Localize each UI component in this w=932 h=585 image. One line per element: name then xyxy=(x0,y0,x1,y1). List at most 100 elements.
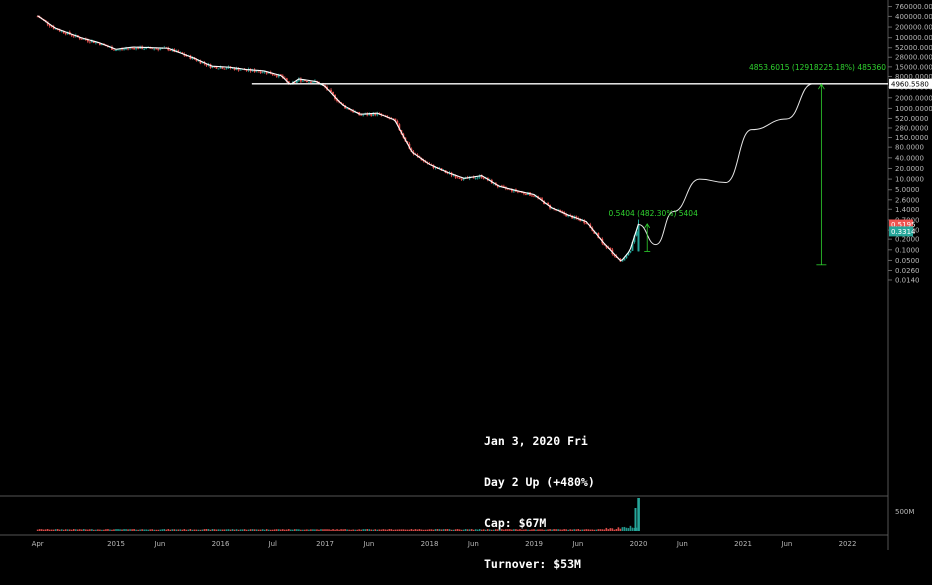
x-tick-label: 2021 xyxy=(734,540,752,548)
candle-body xyxy=(525,193,527,195)
candle-body xyxy=(539,197,541,199)
y-tick-label: 0.0140 xyxy=(895,276,920,284)
volume-bar xyxy=(581,529,584,531)
volume-bar xyxy=(81,529,83,531)
candle-body xyxy=(519,191,521,193)
volume-bar xyxy=(507,529,509,531)
volume-bar xyxy=(430,529,433,531)
volume-bar xyxy=(493,529,495,531)
candle-body xyxy=(253,69,256,72)
price-chart[interactable]: 760000.0000 400000.0000 200000.0000 100000.… xyxy=(0,0,932,550)
volume-bar xyxy=(615,529,618,531)
volume-bar xyxy=(344,529,346,531)
volume-bar xyxy=(271,529,274,531)
candle-body xyxy=(60,30,63,32)
volume-bar xyxy=(364,529,366,531)
volume-bar xyxy=(597,529,600,531)
candles xyxy=(36,15,640,263)
volume-bar xyxy=(127,529,129,531)
volume-bar xyxy=(402,529,405,531)
candle-body xyxy=(625,255,628,259)
volume-bar xyxy=(141,529,143,531)
volume-bar xyxy=(275,529,278,531)
volume-bar xyxy=(209,529,212,531)
volume-bar xyxy=(330,529,332,531)
volume-bar xyxy=(625,527,628,531)
volume-bar xyxy=(199,529,202,531)
horizontal-level[interactable]: 4960.5580 xyxy=(251,78,932,89)
candle-body xyxy=(637,224,640,252)
candle-body xyxy=(372,112,375,116)
volume-bar xyxy=(179,529,182,531)
volume-bar xyxy=(495,529,497,531)
y-tick-label: 0.0260 xyxy=(895,267,920,275)
volume-bar xyxy=(300,529,302,531)
y-tick-label: 200000.0000 xyxy=(895,24,932,32)
volume-bar xyxy=(314,529,316,531)
volume-bar xyxy=(527,529,529,531)
y-tick-label: 520.0000 xyxy=(895,115,928,123)
projection xyxy=(638,83,813,246)
volume-bars xyxy=(36,498,640,531)
volume-bar xyxy=(239,529,242,531)
volume-bar xyxy=(406,529,409,531)
volume-bar xyxy=(213,529,216,531)
projection-curve xyxy=(638,83,813,246)
volume-bar xyxy=(466,529,469,531)
volume-bar xyxy=(372,529,375,531)
candle-body xyxy=(257,71,260,73)
volume-bar xyxy=(438,529,441,531)
volume-bar xyxy=(183,529,186,531)
volume-bar xyxy=(557,529,559,531)
candle-body xyxy=(368,113,371,116)
volume-bar xyxy=(326,529,328,531)
volume-bar xyxy=(539,529,541,531)
candle-body xyxy=(458,177,461,179)
volume-bar xyxy=(503,529,505,531)
measurements[interactable]: 0.5404 (482.30%) 5404 4853.6015 (12918225… xyxy=(609,63,887,266)
y-tick-label: 2000.0000 xyxy=(895,94,932,102)
candle-body xyxy=(579,219,582,222)
volume-bar xyxy=(97,529,99,531)
volume-bar xyxy=(583,529,586,531)
candle-body xyxy=(153,48,156,50)
candle-body xyxy=(575,216,578,219)
volume-bar xyxy=(105,529,107,531)
volume-bar xyxy=(547,529,549,531)
volume-bar xyxy=(185,529,188,531)
volume-bar xyxy=(408,529,411,531)
volume-bar xyxy=(310,529,312,531)
candle-body xyxy=(370,113,373,116)
candle-body xyxy=(99,43,101,46)
volume-bar xyxy=(267,529,270,531)
volume-bar xyxy=(595,529,598,531)
volume-bar xyxy=(191,529,194,531)
volume-bar xyxy=(107,529,109,531)
candle-body xyxy=(474,178,477,180)
candle-body xyxy=(585,222,588,224)
volume-bar xyxy=(68,529,71,531)
volume-bar xyxy=(259,529,262,531)
candle-body xyxy=(310,81,312,83)
volume-bar xyxy=(336,529,338,531)
candle-body xyxy=(482,177,485,179)
volume-bar xyxy=(215,529,218,531)
volume-bar xyxy=(356,529,358,531)
volume-bar xyxy=(609,528,612,531)
volume-bar xyxy=(426,529,429,531)
volume-bar xyxy=(322,529,324,531)
volume-bar xyxy=(247,529,250,531)
candle-body xyxy=(86,39,89,42)
volume-bar xyxy=(519,529,521,531)
volume-bar xyxy=(525,529,527,531)
volume-bar xyxy=(603,529,606,531)
candle-body xyxy=(394,118,397,121)
candle-body xyxy=(480,175,483,178)
candle-body xyxy=(631,242,634,251)
volume-bar xyxy=(217,529,220,531)
volume-bar xyxy=(79,529,81,531)
volume-bar xyxy=(420,529,423,531)
volume-bar xyxy=(462,529,465,531)
candle-body xyxy=(213,66,216,68)
